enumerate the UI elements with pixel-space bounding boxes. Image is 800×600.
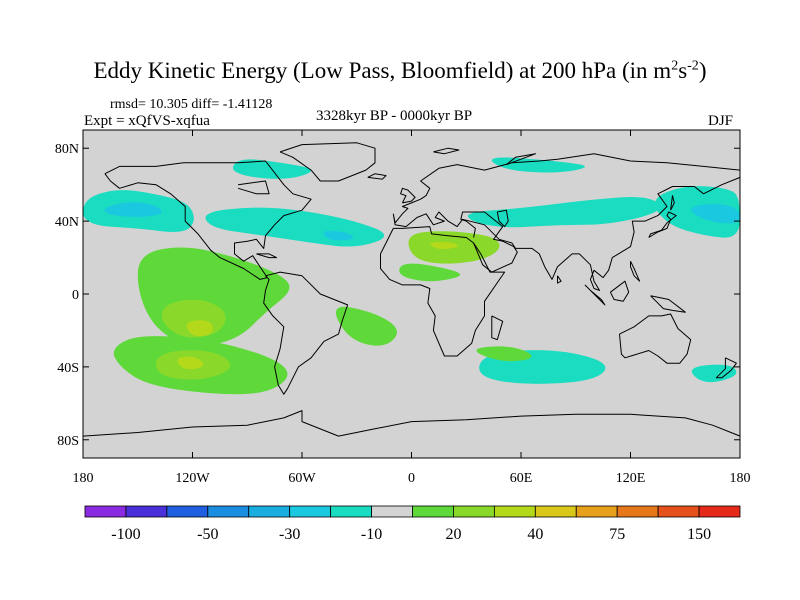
lon-label: 120E	[616, 471, 646, 486]
britain-coastline	[400, 187, 416, 204]
borneo-coastline	[609, 280, 630, 302]
field-layer	[83, 157, 740, 395]
colorbar-swatch	[698, 505, 741, 518]
colorbar-swatch	[493, 505, 536, 518]
philippines-coastline	[630, 260, 641, 282]
w-pacific-blue-region	[691, 204, 740, 224]
colorbar-label: 20	[445, 526, 461, 543]
antarctica-coastline	[83, 410, 740, 437]
rmsd-stat: rmsd= 10.305 diff= -1.41128	[110, 97, 273, 112]
colorbar-swatch	[453, 505, 495, 518]
lat-label: 0	[72, 288, 79, 303]
lon-label: 0	[408, 471, 415, 486]
lon-label: 180	[730, 471, 751, 486]
colorbar-swatch	[616, 505, 659, 518]
s-ocean-green-region	[476, 346, 532, 362]
trop-pac-yellow2-region	[186, 320, 213, 337]
colorbar-swatch	[207, 505, 250, 518]
cuba-coastline	[256, 253, 277, 259]
sakhalin-coastline	[670, 195, 675, 211]
sri-lanka-coastline	[557, 275, 562, 284]
s-atlantic-green-region	[335, 306, 397, 346]
colorbar-swatch	[248, 505, 291, 518]
colorbar-swatch	[330, 505, 372, 518]
new-guinea-coastline	[650, 295, 686, 313]
caspian-coastline	[496, 209, 509, 228]
lon-label: 60E	[510, 471, 533, 486]
lon-label: 180	[73, 471, 94, 486]
colorbar-label: -50	[197, 526, 218, 543]
eurasia-north-coastline	[392, 153, 740, 291]
n-atlantic-blue-region	[323, 230, 354, 241]
indonesia-coastline	[584, 284, 606, 306]
colorbar-label: 75	[609, 526, 625, 543]
sahara-yellow-region	[430, 241, 459, 250]
colorbar-swatch	[166, 505, 209, 518]
expt-label: Expt = xQfVS-xqfua	[84, 113, 210, 129]
arabia-asia-coastline	[460, 211, 518, 273]
greenland-coastline	[279, 142, 376, 182]
colorbar-label: 40	[527, 526, 543, 543]
south-america-coastline	[263, 271, 349, 395]
colorbar-swatch	[125, 505, 168, 518]
coastline-layer	[83, 142, 740, 437]
colorbar-swatch	[84, 505, 127, 518]
season-label: DJF	[708, 113, 734, 129]
new-zealand-coastline	[715, 357, 737, 379]
eurasia-cyan-region	[467, 197, 661, 228]
colorbar-swatch	[412, 505, 454, 518]
colorbar-label: -10	[361, 526, 382, 543]
colorbar-swatch	[534, 505, 577, 518]
lat-label: 40N	[55, 215, 79, 230]
novaya-zemlya-coastline	[506, 153, 537, 166]
australia-coastline	[619, 313, 692, 364]
chart-title: Eddy Kinetic Energy (Low Pass, Bloomfiel…	[93, 58, 707, 83]
colorbar-label: -100	[111, 526, 140, 543]
colorbar-swatch	[371, 505, 413, 518]
colorbar-swatch	[575, 505, 618, 518]
colorbar-label: -30	[279, 526, 300, 543]
japan-coastline	[648, 211, 677, 238]
afro-eurasia-coastline	[380, 226, 506, 357]
lon-label: 60W	[288, 471, 316, 486]
lon-label: 120W	[175, 471, 210, 486]
se-pac-yellow2-region	[177, 356, 204, 370]
colorbar: -100 -50 -30 -10 20 40 75 150	[84, 505, 741, 543]
colorbar-label: 150	[687, 526, 711, 543]
arabian-green-region	[399, 263, 461, 282]
colorbar-swatch	[289, 505, 332, 518]
lat-label: 40S	[57, 361, 79, 376]
lat-label: 80S	[57, 434, 79, 449]
map-axes: 80N 40N 0 40S 80S 180 120W 60W 0 60E 120E 180	[55, 130, 751, 486]
madagascar-coastline	[491, 315, 504, 341]
colorbar-swatch	[657, 505, 700, 518]
period-label: 3328kyr BP - 0000kyr BP	[316, 108, 473, 124]
lat-label: 80N	[55, 142, 79, 157]
n-pacific-blue-region	[104, 202, 162, 217]
svalbard-coastline	[433, 147, 460, 155]
iceland-coastline	[367, 173, 387, 180]
hudson-bay-coastline	[237, 180, 270, 195]
north-america-coastline	[104, 160, 312, 280]
